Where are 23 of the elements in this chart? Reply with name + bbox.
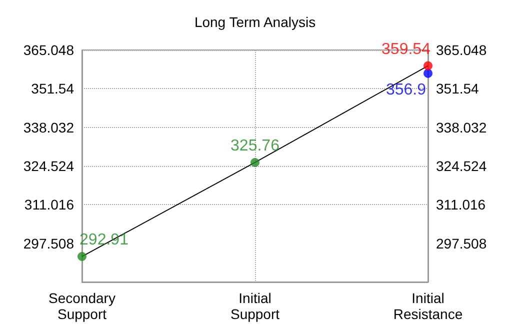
point [424,68,432,78]
y-tick-label: 338.032 [23,119,74,136]
point [250,158,260,167]
y-tick-label: 365.048 [23,42,74,58]
data-label: 359.54 [382,40,431,58]
y2-tick-label: 351.54 [436,80,480,97]
y2-tick-label: 365.048 [436,42,487,58]
y2-tick-label: 324.524 [436,158,487,174]
y2-tick-label: 297.508 [436,235,487,252]
x-tick-label: Secondary Support [48,290,116,322]
point [424,61,432,70]
y-tick-label: 297.508 [23,235,74,252]
y2-tick-label: 311.016 [436,196,486,213]
data-label: 325.76 [230,137,280,154]
chart-title: Long Term Analysis [194,14,316,30]
y-tick-label: 351.54 [31,80,74,97]
y-tick-label: 311.016 [24,196,74,213]
point [78,252,86,261]
data-label: 356.9 [386,81,426,98]
x-tick-label: Initial Support [230,290,280,322]
y2-tick-label: 338.032 [436,119,487,136]
y-tick-label: 324.524 [23,158,74,174]
x-tick-label: Initial Resistance [393,290,463,322]
